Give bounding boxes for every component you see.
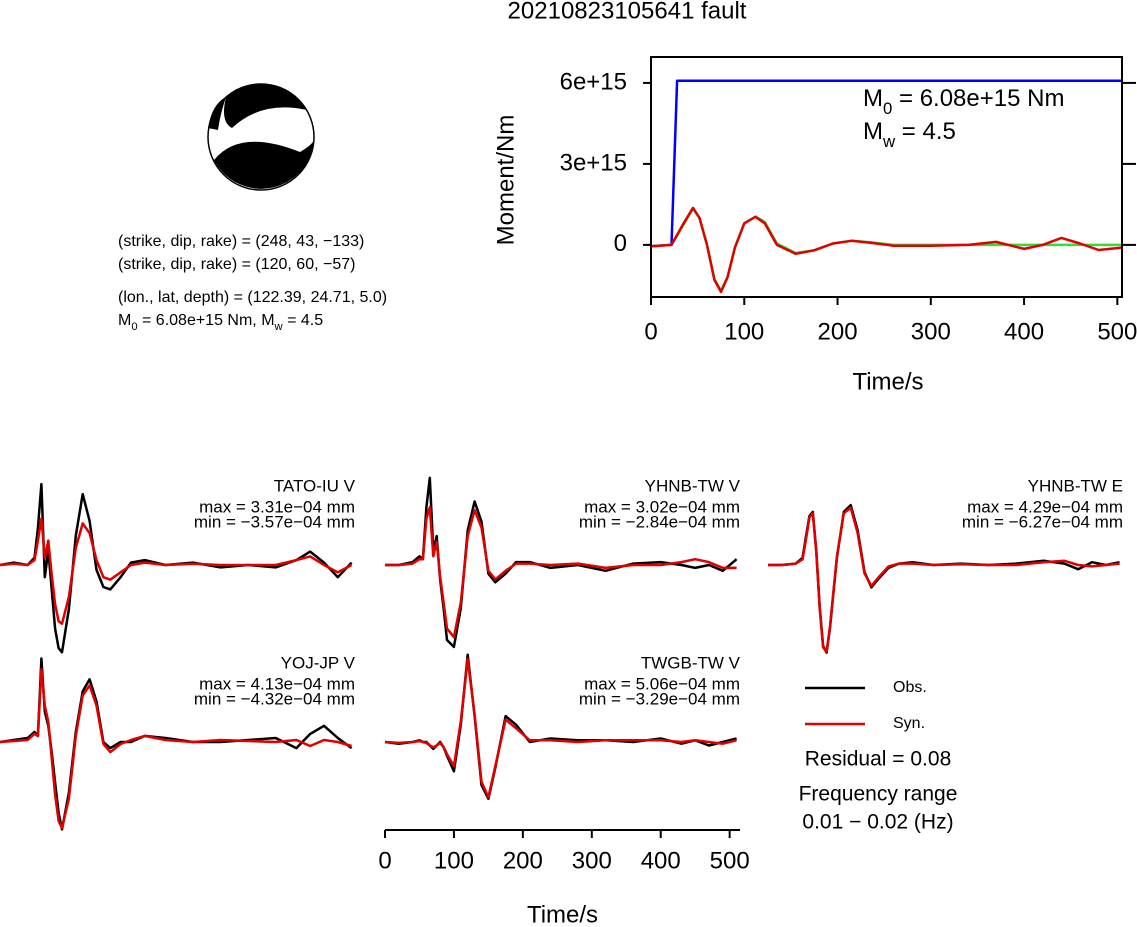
min-label: min = −2.84e−04 mm	[579, 512, 740, 531]
x-tick-label: 200	[503, 847, 543, 874]
y-axis-label: Moment/Nm	[492, 115, 519, 246]
subscript: 0	[883, 99, 892, 118]
text-part: = 6.08e+15 Nm, M	[138, 312, 275, 329]
waveform-1	[0, 667, 352, 830]
x-tick-label: 400	[641, 847, 681, 874]
subscript: 0	[131, 321, 137, 333]
x-tick-label: 500	[710, 847, 750, 874]
y-tick-label: 6e+15	[560, 68, 627, 95]
waveform-1	[0, 517, 353, 625]
max-label: max = 4.13e−04 mm	[199, 674, 355, 693]
text-part: M	[863, 118, 883, 145]
x-tick-label: 0	[378, 847, 391, 874]
max-label: max = 3.31e−04 mm	[199, 497, 355, 516]
waveform-0	[385, 476, 738, 649]
annotation: M0 = 6.08e+15 Nm	[863, 85, 1064, 118]
station-label: YOJ-JP V	[281, 653, 356, 672]
frequency-range: 0.01 − 0.02 (Hz)	[802, 811, 953, 834]
legend-label: Obs.	[893, 679, 927, 696]
waveform-1	[768, 506, 1120, 653]
figure-title: 20210823105641 fault	[508, 0, 747, 24]
annotation: Mw = 4.5	[863, 118, 956, 151]
frequency-label: Frequency range	[799, 783, 958, 806]
waveform-0	[0, 657, 353, 831]
text-part: M	[863, 85, 883, 112]
moment-line	[650, 207, 1122, 293]
max-label: max = 4.29e−04 mm	[967, 497, 1123, 516]
station-label: TWGB-TW V	[641, 653, 741, 672]
annotation: M0 = 6.08e+15 Nm, Mw = 4.5	[118, 312, 323, 333]
y-tick-label: 3e+15	[560, 149, 627, 176]
x-tick-label: 100	[434, 847, 474, 874]
x-axis-label: Time/s	[527, 901, 598, 927]
plot-frame	[650, 56, 1123, 298]
x-tick-label: 400	[1004, 318, 1044, 345]
beachball	[207, 83, 315, 191]
x-tick-label: 100	[724, 318, 764, 345]
text-part: = 4.5	[283, 312, 324, 329]
x-tick-label: 0	[644, 318, 657, 345]
min-label: min = −6.27e−04 mm	[962, 512, 1123, 531]
text-part: = 6.08e+15 Nm	[892, 85, 1064, 112]
moment-line	[650, 206, 1123, 294]
mechanism-line: (strike, dip, rake) = (248, 43, −133)	[118, 233, 364, 250]
text-part: M	[118, 312, 131, 329]
min-label: min = −3.29e−04 mm	[579, 689, 740, 708]
subscript: w	[882, 132, 896, 151]
x-tick-label: 300	[572, 847, 612, 874]
y-tick-label: 0	[614, 230, 627, 257]
residual: Residual = 0.08	[805, 748, 952, 771]
waveform-1	[384, 657, 737, 799]
min-label: min = −4.32e−04 mm	[194, 689, 355, 708]
x-tick-label: 300	[911, 318, 951, 345]
max-label: max = 3.02e−04 mm	[584, 497, 740, 516]
station-label: YHNB-TW V	[645, 476, 741, 495]
waveform-1	[385, 506, 737, 639]
max-label: max = 5.06e−04 mm	[584, 674, 740, 693]
x-axis-label: Time/s	[852, 368, 923, 395]
x-tick-label: 500	[1097, 318, 1137, 345]
station-label: TATO-IU V	[274, 476, 356, 495]
station-label: YHNB-TW E	[1028, 476, 1123, 495]
mechanism-line: (strike, dip, rake) = (120, 60, −57)	[118, 256, 355, 273]
text-part: = 4.5	[895, 118, 956, 145]
legend-label: Syn.	[893, 715, 925, 732]
x-tick-label: 200	[818, 318, 858, 345]
subscript: w	[274, 321, 284, 333]
mechanism-line: (lon., lat, depth) = (122.39, 24.71, 5.0…	[118, 289, 387, 306]
min-label: min = −3.57e−04 mm	[194, 512, 355, 531]
